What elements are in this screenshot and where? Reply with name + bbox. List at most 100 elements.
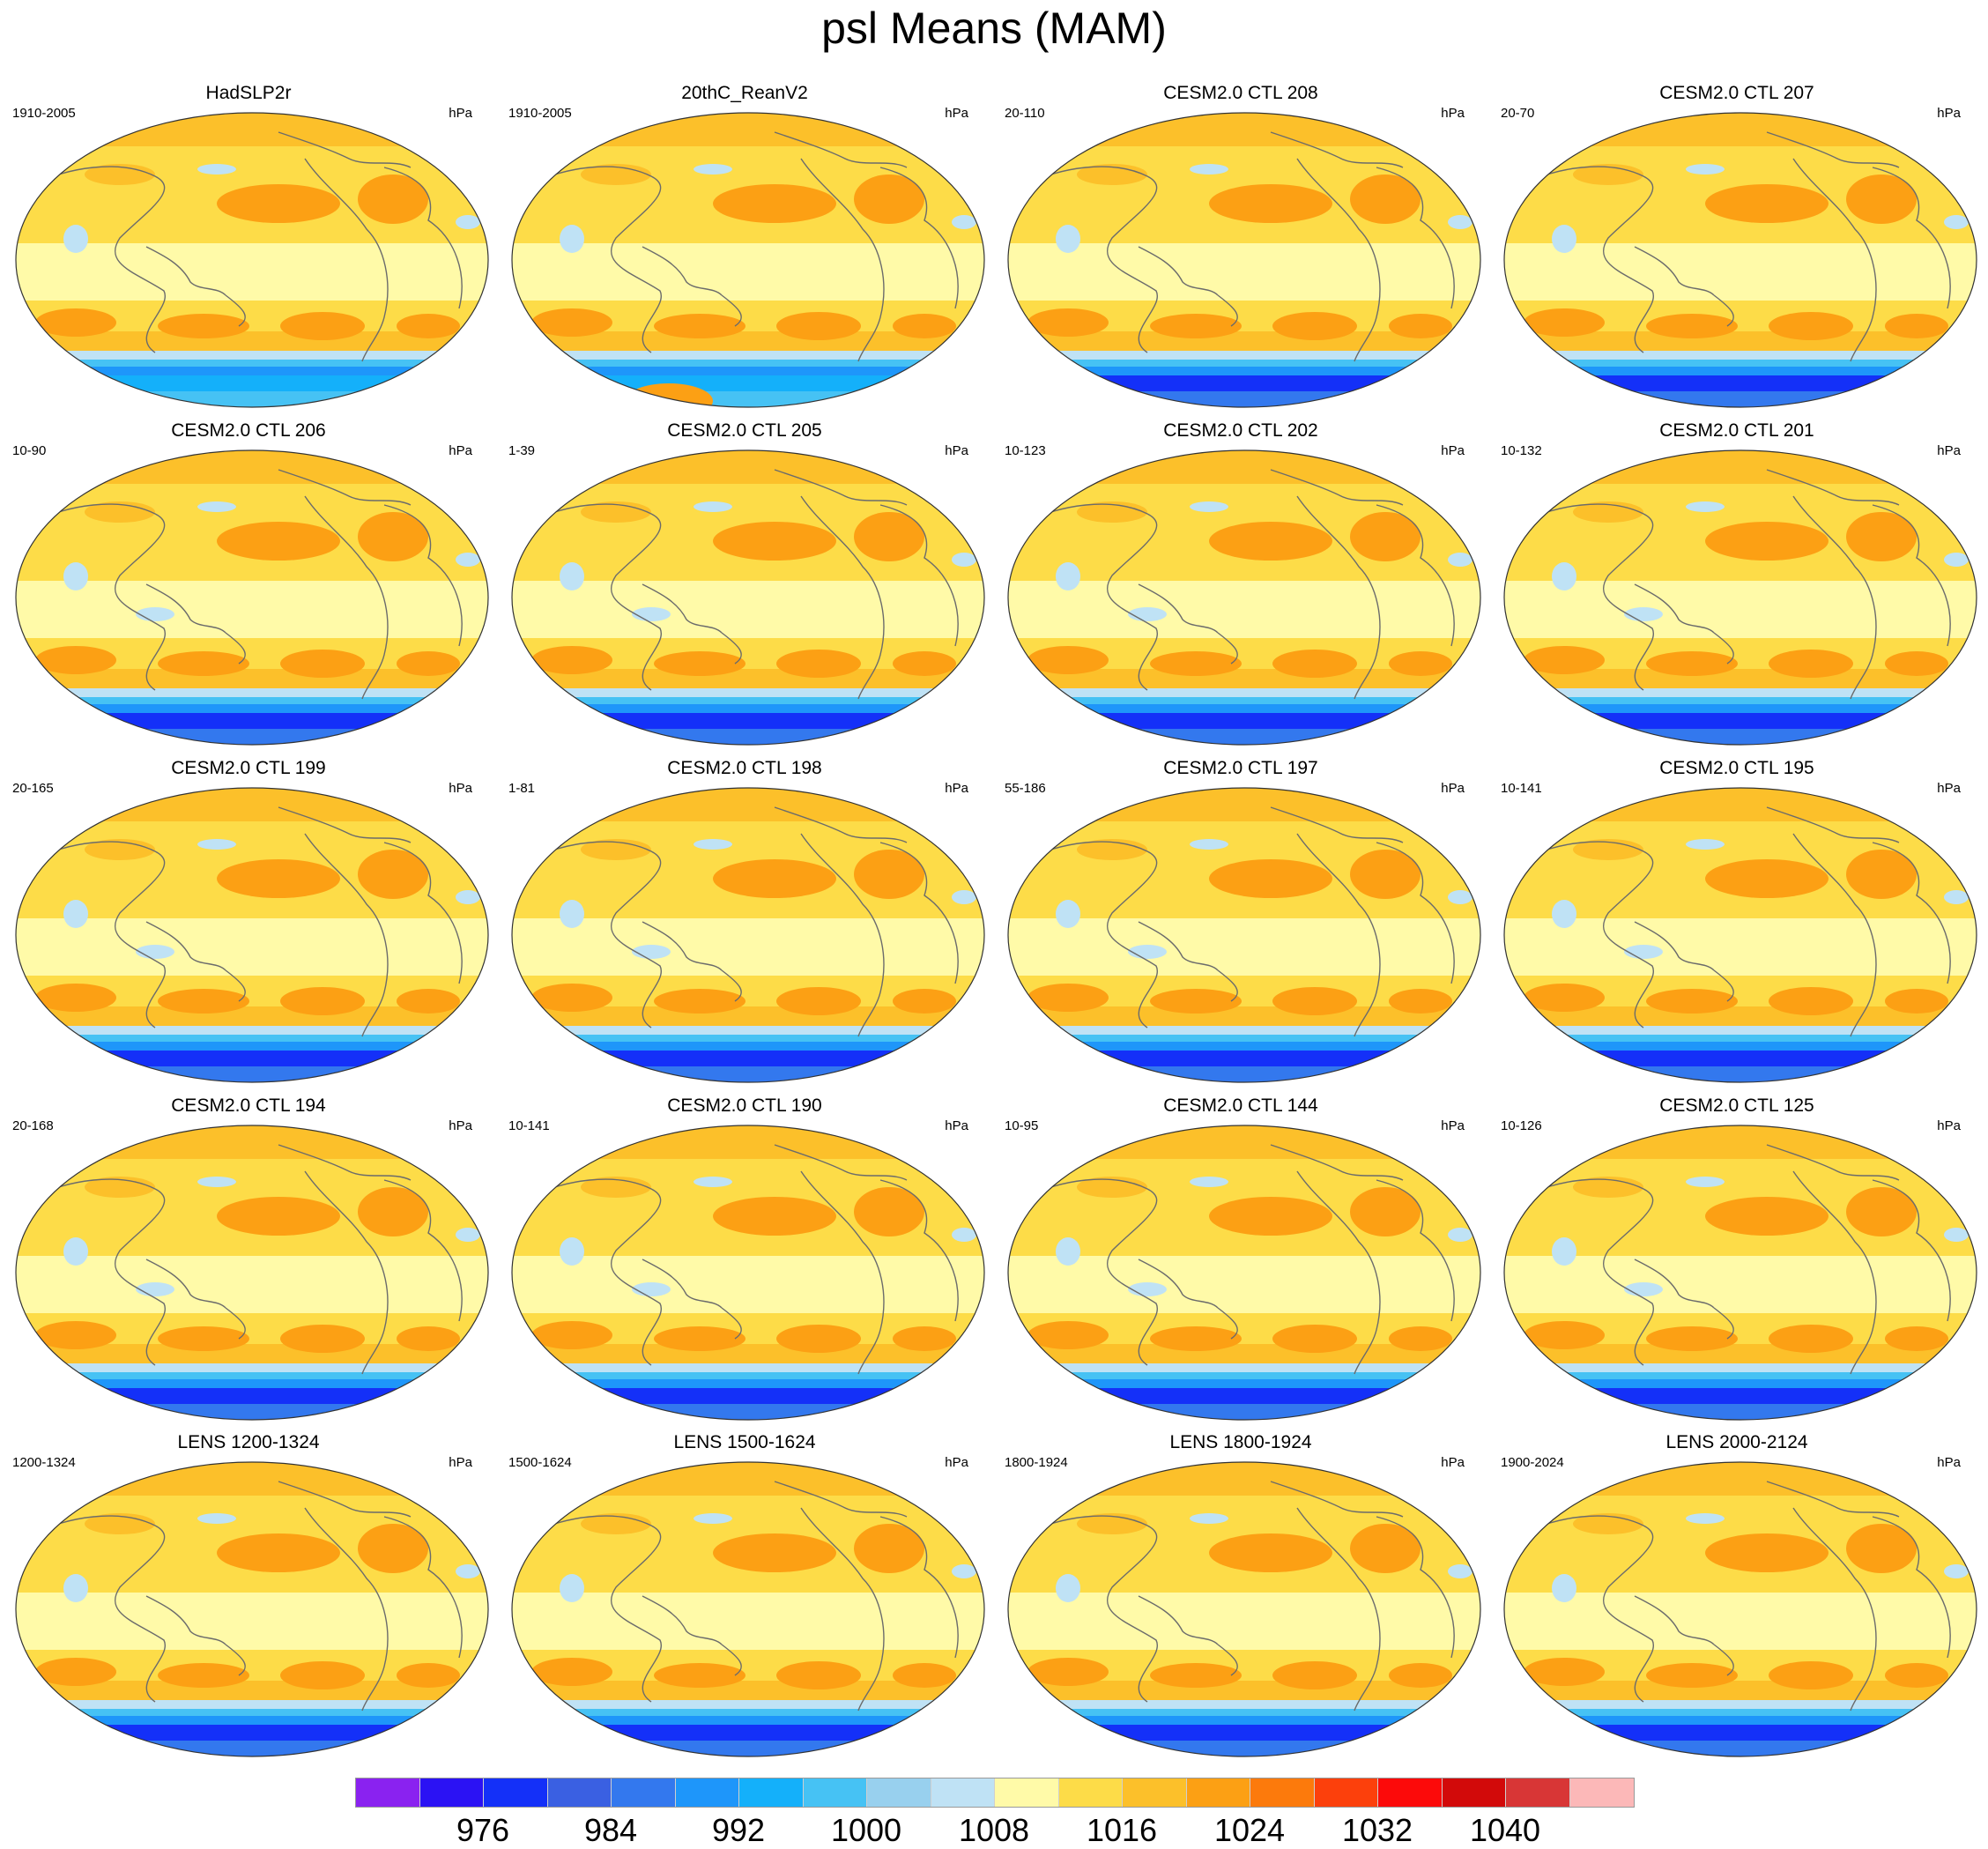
high-pressure-cell bbox=[1646, 989, 1738, 1014]
low-pressure-cell bbox=[1944, 1228, 1969, 1242]
panel-title: CESM2.0 CTL 125 bbox=[1659, 1095, 1814, 1116]
pressure-band bbox=[1008, 1159, 1480, 1177]
pressure-map bbox=[1503, 787, 1977, 1083]
pressure-band bbox=[1504, 1042, 1977, 1051]
panel-units-label: hPa bbox=[1937, 1455, 1961, 1470]
pressure-band bbox=[1504, 1404, 1977, 1420]
coastline bbox=[1023, 841, 1159, 1028]
colorbar-swatch bbox=[1569, 1778, 1634, 1807]
low-pressure-cell bbox=[694, 839, 732, 850]
high-pressure-cell bbox=[1885, 651, 1948, 676]
high-pressure-cell bbox=[713, 1533, 836, 1572]
pressure-band bbox=[16, 1042, 488, 1051]
coastline bbox=[31, 1515, 167, 1703]
coastline bbox=[1217, 1307, 1238, 1340]
coastline bbox=[278, 469, 412, 506]
coastline bbox=[1872, 1179, 1951, 1322]
coastline bbox=[145, 921, 226, 971]
colorbar-swatch bbox=[995, 1778, 1059, 1807]
map-outline bbox=[511, 1125, 985, 1421]
pressure-band bbox=[16, 1709, 488, 1716]
panel-title: CESM2.0 CTL 144 bbox=[1163, 1095, 1318, 1116]
coastline bbox=[31, 503, 167, 691]
pressure-band bbox=[16, 976, 488, 1006]
colorbar-swatch bbox=[1250, 1778, 1315, 1807]
high-pressure-cell bbox=[1150, 989, 1242, 1014]
colorbar-swatch bbox=[1506, 1778, 1570, 1807]
pressure-band bbox=[512, 1741, 984, 1756]
coastline bbox=[1713, 294, 1734, 327]
pressure-band bbox=[512, 450, 984, 484]
coastline bbox=[225, 969, 246, 1002]
coastline bbox=[527, 841, 663, 1028]
pressure-band bbox=[16, 450, 488, 484]
high-pressure-cell bbox=[1846, 175, 1917, 224]
map-outline bbox=[15, 1461, 489, 1757]
coastline bbox=[383, 842, 463, 984]
pressure-band bbox=[16, 375, 488, 391]
coastline bbox=[1217, 1644, 1238, 1676]
high-pressure-cell bbox=[1705, 522, 1829, 561]
coastline bbox=[1766, 1144, 1900, 1181]
low-pressure-cell bbox=[456, 1228, 480, 1242]
panel-period-label: 10-123 bbox=[1005, 443, 1046, 458]
coastline bbox=[278, 806, 412, 843]
coastline bbox=[879, 1516, 959, 1659]
coastline bbox=[225, 1307, 246, 1340]
high-pressure-cell bbox=[1389, 314, 1452, 338]
panel-title: LENS 2000-2124 bbox=[1665, 1432, 1808, 1452]
map-panel: CESM2.0 CTL 202 10-123 hPa bbox=[998, 420, 1484, 752]
pressure-band bbox=[512, 788, 984, 821]
pressure-band bbox=[512, 1496, 984, 1513]
map-outline bbox=[1007, 449, 1481, 746]
pressure-band bbox=[1008, 1042, 1480, 1051]
high-pressure-cell bbox=[854, 175, 924, 224]
pressure-band bbox=[1008, 1026, 1480, 1035]
pressure-band bbox=[1504, 1700, 1977, 1709]
pressure-band bbox=[16, 331, 488, 351]
pressure-band bbox=[1504, 821, 1977, 839]
high-pressure-cell bbox=[217, 1197, 340, 1236]
pressure-band bbox=[1008, 146, 1480, 164]
coastline bbox=[1138, 921, 1219, 971]
high-pressure-cell bbox=[217, 859, 340, 898]
high-pressure-cell bbox=[35, 1658, 116, 1686]
panel-units-label: hPa bbox=[945, 1118, 968, 1133]
high-pressure-cell bbox=[1389, 1663, 1452, 1688]
coastline bbox=[1270, 469, 1404, 506]
pressure-band bbox=[512, 1313, 984, 1344]
pressure-band bbox=[1504, 1725, 1977, 1741]
pressure-band bbox=[16, 484, 488, 501]
coastline bbox=[721, 1644, 742, 1676]
pressure-band bbox=[1504, 1741, 1977, 1756]
coastline bbox=[1872, 842, 1951, 984]
panel-period-label: 10-141 bbox=[508, 1118, 550, 1133]
low-pressure-cell bbox=[197, 1513, 236, 1524]
high-pressure-cell bbox=[654, 314, 746, 338]
colorbar-tick-label: 1008 bbox=[958, 1812, 1030, 1848]
pressure-band bbox=[512, 1725, 984, 1741]
pressure-band bbox=[1008, 1006, 1480, 1026]
coastline bbox=[642, 246, 723, 296]
pressure-band bbox=[512, 375, 984, 391]
low-pressure-cell bbox=[1552, 562, 1576, 590]
high-pressure-cell bbox=[35, 984, 116, 1012]
panel-units-label: hPa bbox=[1937, 1118, 1961, 1133]
coastline bbox=[1634, 1595, 1715, 1645]
pressure-band bbox=[1504, 704, 1977, 713]
high-pressure-cell bbox=[1524, 1658, 1605, 1686]
pressure-band bbox=[1008, 1388, 1480, 1404]
coastline bbox=[1792, 495, 1877, 700]
low-pressure-cell bbox=[1552, 900, 1576, 928]
map-panel: LENS 1800-1924 1800-1924 hPa bbox=[998, 1432, 1484, 1764]
high-pressure-cell bbox=[713, 522, 836, 561]
map-panel: CESM2.0 CTL 206 10-90 hPa bbox=[5, 420, 492, 752]
low-pressure-cell bbox=[1056, 900, 1080, 928]
pressure-band bbox=[1504, 1593, 1977, 1650]
pressure-band bbox=[1008, 484, 1480, 501]
map-panel: CESM2.0 CTL 199 20-165 hPa bbox=[5, 758, 492, 1089]
pressure-band bbox=[512, 918, 984, 976]
coastline bbox=[145, 1259, 226, 1309]
pressure-map bbox=[15, 1461, 489, 1757]
panel-period-label: 1910-2005 bbox=[12, 106, 76, 121]
